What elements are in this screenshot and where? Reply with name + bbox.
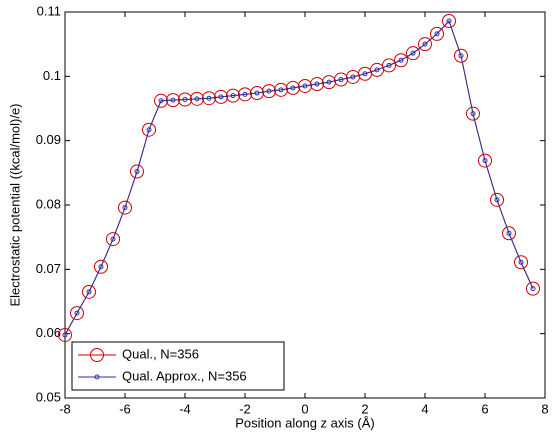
data-point: [118, 200, 132, 215]
data-point: [386, 62, 392, 68]
data-point: [158, 98, 164, 104]
data-point: [434, 31, 440, 37]
x-tick-label: 0: [301, 401, 308, 416]
data-point: [58, 327, 72, 342]
legend-label: Qual., N=356: [122, 346, 199, 361]
data-point: [182, 96, 188, 102]
data-point: [110, 236, 116, 242]
y-axis-label: Electrostatic potential ((kcal/mol)/e): [7, 103, 22, 306]
data-point: [278, 87, 284, 93]
data-point: [518, 259, 524, 265]
data-point: [458, 53, 464, 59]
data-point: [350, 74, 356, 80]
legend-label: Qual. Approx., N=356: [122, 368, 247, 383]
data-point: [454, 48, 468, 63]
data-point: [374, 67, 380, 73]
data-point: [250, 86, 264, 101]
data-point: [314, 81, 320, 87]
data-point: [470, 111, 476, 117]
data-point: [530, 286, 536, 292]
data-point: [526, 281, 540, 296]
data-point: [422, 41, 428, 47]
y-tick-label: 0.09: [36, 132, 61, 147]
data-point: [70, 306, 84, 321]
data-point: [82, 284, 96, 299]
y-tick-label: 0.08: [36, 196, 61, 211]
data-point: [134, 169, 140, 175]
data-point: [494, 197, 500, 203]
data-point: [262, 84, 276, 99]
data-point: [394, 53, 408, 68]
x-tick-label: 6: [481, 401, 488, 416]
data-point: [466, 106, 480, 121]
data-point: [142, 122, 156, 137]
legend-marker: [90, 348, 104, 362]
data-point: [418, 37, 432, 52]
data-point: [482, 158, 488, 164]
x-axis-label: Position along z axis (Å): [235, 415, 374, 430]
data-point: [170, 97, 176, 103]
data-point: [514, 255, 528, 270]
y-tick-label: 0.05: [36, 389, 61, 404]
data-point: [194, 96, 200, 102]
y-tick-label: 0.07: [36, 261, 61, 276]
data-point: [398, 57, 404, 63]
data-point: [406, 46, 420, 61]
plot-area: [64, 11, 546, 399]
data-point: [74, 310, 80, 316]
data-point: [214, 89, 228, 104]
data-point: [430, 26, 444, 41]
data-point: [490, 192, 504, 207]
legend-marker: [94, 374, 100, 380]
data-point: [218, 94, 224, 100]
data-point: [242, 91, 248, 97]
data-point: [370, 62, 384, 77]
data-point: [362, 71, 368, 77]
data-point: [338, 77, 344, 83]
data-point: [98, 264, 104, 270]
x-tick-label: -8: [59, 401, 71, 416]
y-tick-label: 0.11: [37, 3, 61, 18]
data-point: [298, 78, 312, 93]
data-point: [286, 80, 300, 95]
data-point: [94, 259, 108, 274]
data-point: [410, 50, 416, 56]
data-point: [502, 226, 516, 241]
y-tick-label: 0.06: [36, 325, 61, 340]
x-tick-label: -4: [179, 401, 191, 416]
data-point: [106, 232, 120, 247]
x-tick-label: 2: [361, 401, 368, 416]
data-point: [226, 88, 240, 103]
data-point: [326, 79, 332, 85]
data-point: [442, 14, 456, 29]
data-point: [266, 88, 272, 94]
data-point: [274, 82, 288, 97]
legend-box: [71, 341, 285, 391]
data-point: [506, 230, 512, 236]
data-point: [302, 83, 308, 89]
data-point: [130, 164, 144, 179]
data-point: [146, 127, 152, 133]
data-point: [310, 77, 324, 92]
series-line: [64, 20, 534, 336]
data-point: [254, 90, 260, 96]
data-point: [478, 153, 492, 168]
x-tick-label: 4: [421, 401, 428, 416]
x-tick-label: -6: [119, 401, 131, 416]
data-point: [230, 93, 236, 99]
data-point: [206, 95, 212, 101]
data-point: [382, 58, 396, 73]
x-tick-label: -2: [239, 401, 251, 416]
y-tick-label: 0.1: [43, 68, 61, 83]
data-point: [238, 87, 252, 102]
data-point: [122, 205, 128, 211]
data-point: [86, 289, 92, 295]
data-point: [290, 85, 296, 91]
data-point: [446, 18, 452, 24]
data-point: [62, 332, 68, 338]
x-tick-label: 8: [541, 401, 548, 416]
